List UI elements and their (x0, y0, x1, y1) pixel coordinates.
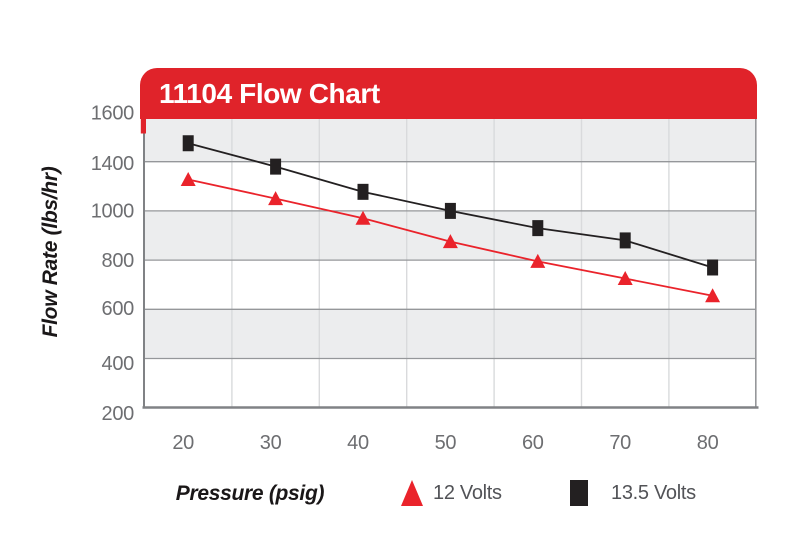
legend-label-13-5-volts: 13.5 Volts (611, 481, 696, 504)
data-point-12-volts (530, 253, 546, 268)
data-point-12-volts (617, 271, 633, 286)
data-point-13-5-volts (357, 183, 369, 200)
data-point-12-volts (705, 288, 721, 303)
x-tick-label: 70 (609, 432, 631, 454)
data-point-13-5-volts (532, 220, 544, 237)
data-point-13-5-volts (707, 259, 719, 276)
data-point-13-5-volts (182, 135, 194, 152)
chart-title-banner: 11104 Flow Chart (140, 68, 757, 119)
x-tick-label: 60 (522, 432, 544, 454)
y-tick-label: 400 (102, 353, 135, 375)
data-point-13-5-volts (619, 232, 631, 249)
data-point-12-volts (180, 172, 196, 187)
legend-label-12-volts: 12 Volts (433, 481, 502, 504)
x-tick-label: 30 (260, 432, 282, 454)
x-tick-label: 50 (435, 432, 457, 454)
y-tick-label: 800 (102, 250, 135, 272)
x-tick-label: 40 (347, 432, 369, 454)
data-point-13-5-volts (270, 158, 282, 175)
data-point-12-volts (355, 210, 371, 225)
data-point-12-volts (442, 234, 458, 249)
plot-band (143, 119, 757, 162)
x-tick-label: 20 (172, 432, 194, 454)
chart-title: 11104 Flow Chart (159, 78, 380, 109)
y-tick-label: 600 (102, 298, 135, 320)
x-axis-title: Pressure (psig) (175, 482, 325, 505)
y-tick-label: 1400 (91, 153, 134, 175)
x-tick-label: 80 (697, 432, 719, 454)
y-tick-label: 1600 (91, 103, 134, 125)
legend-item-13-5-volts: 13.5 Volts (570, 479, 696, 507)
square-marker-icon (570, 480, 588, 506)
data-point-12-volts (268, 191, 284, 206)
y-axis-title: Flow Rate (lbs/hr) (39, 166, 62, 338)
banner-tab (140, 119, 146, 134)
plot-band (143, 309, 757, 359)
data-point-13-5-volts (444, 202, 456, 219)
y-tick-label: 1000 (91, 201, 134, 223)
y-tick-label: 200 (102, 403, 135, 425)
legend-item-12-volts: 12 Volts (401, 479, 502, 507)
triangle-marker-icon (401, 480, 423, 506)
